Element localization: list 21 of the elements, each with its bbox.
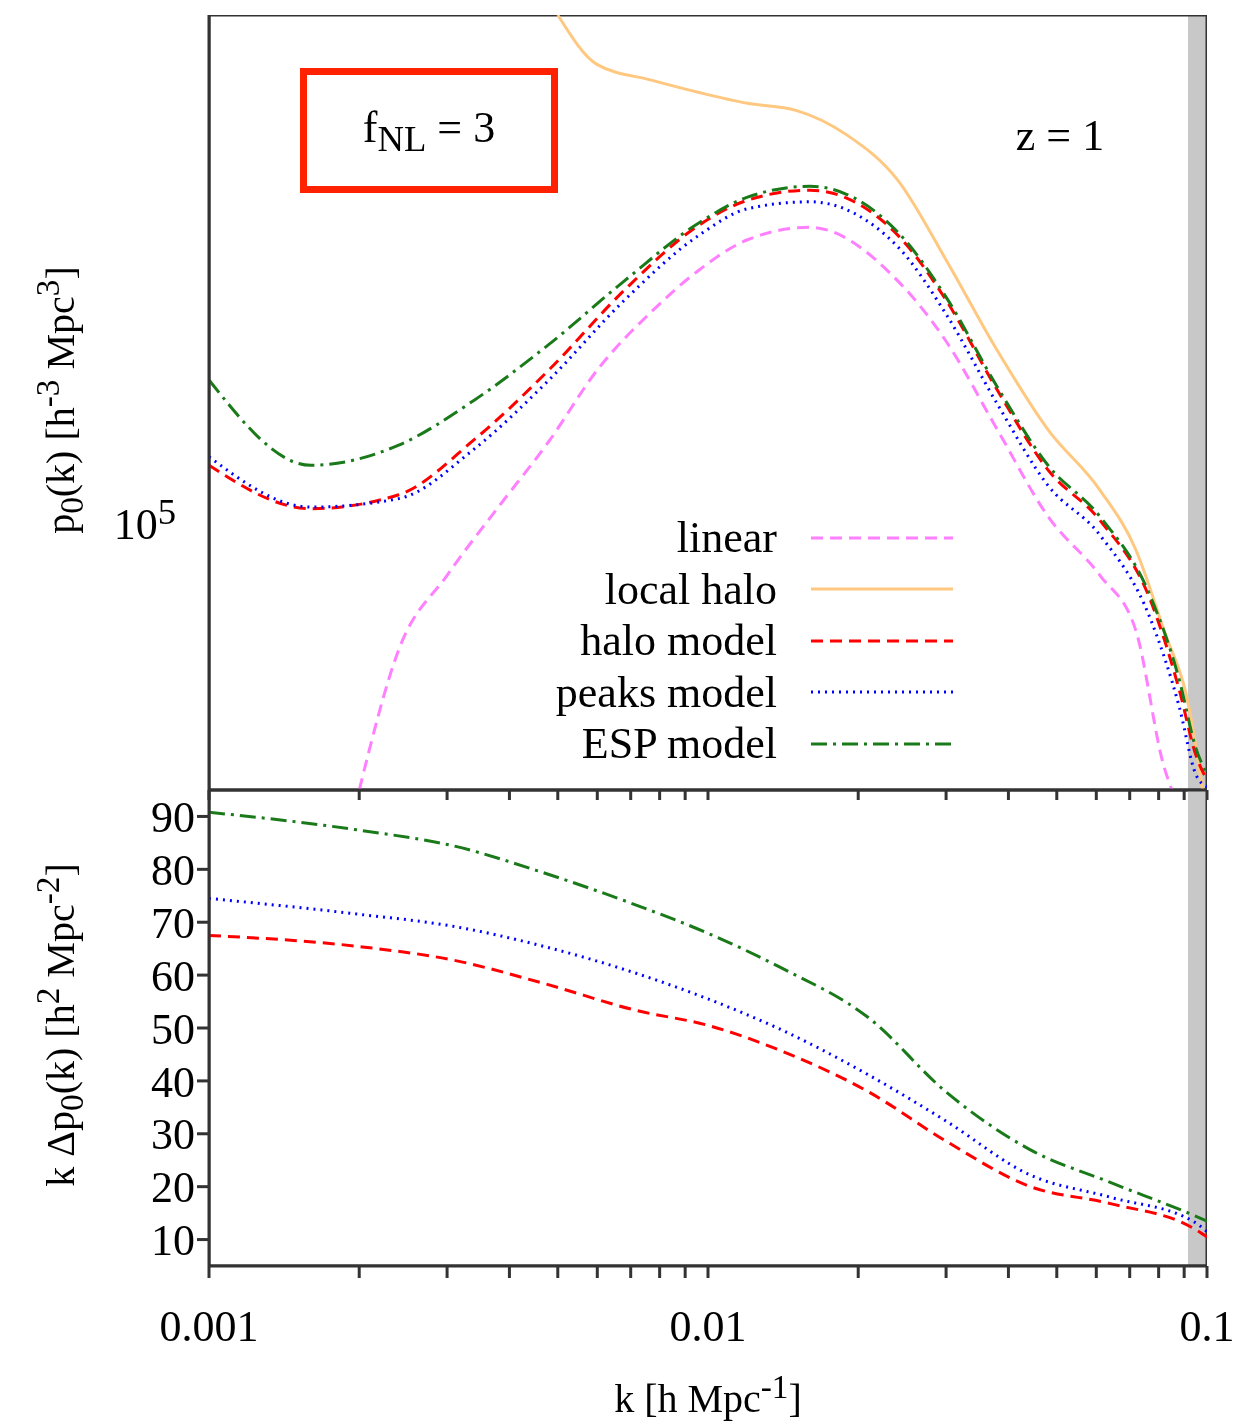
legend-label: peaks model [555,667,777,717]
legend-label: local halo [604,564,777,614]
text: 10$^{5}$ [113,490,177,550]
annotation: f$_{NL}$ = 3 [362,102,496,159]
y-tick-label: 80 [151,845,195,895]
legend-label: ESP model [581,719,777,769]
y-tick-label: 10 [151,1216,195,1266]
x-tick-label: 0.001 [159,1302,259,1352]
y-tick-label: 50 [151,1004,195,1054]
x-tick-label: 0.1 [1179,1302,1235,1352]
x-tick-label: 0.01 [669,1302,747,1352]
y-tick-label: 40 [151,1057,195,1107]
y-tick-label: 70 [151,898,195,948]
y-tick-label: 20 [151,1163,195,1213]
x-axis-title: k [h Mpc$^{-1}$] [614,1367,802,1422]
legend-label: linear [676,513,777,563]
y-tick-label: 60 [151,951,195,1001]
legend-label: halo model [580,616,777,666]
y-tick-label: 30 [151,1110,195,1160]
annotation: z = 1 [1015,110,1105,160]
y-tick-label: 90 [151,793,195,843]
